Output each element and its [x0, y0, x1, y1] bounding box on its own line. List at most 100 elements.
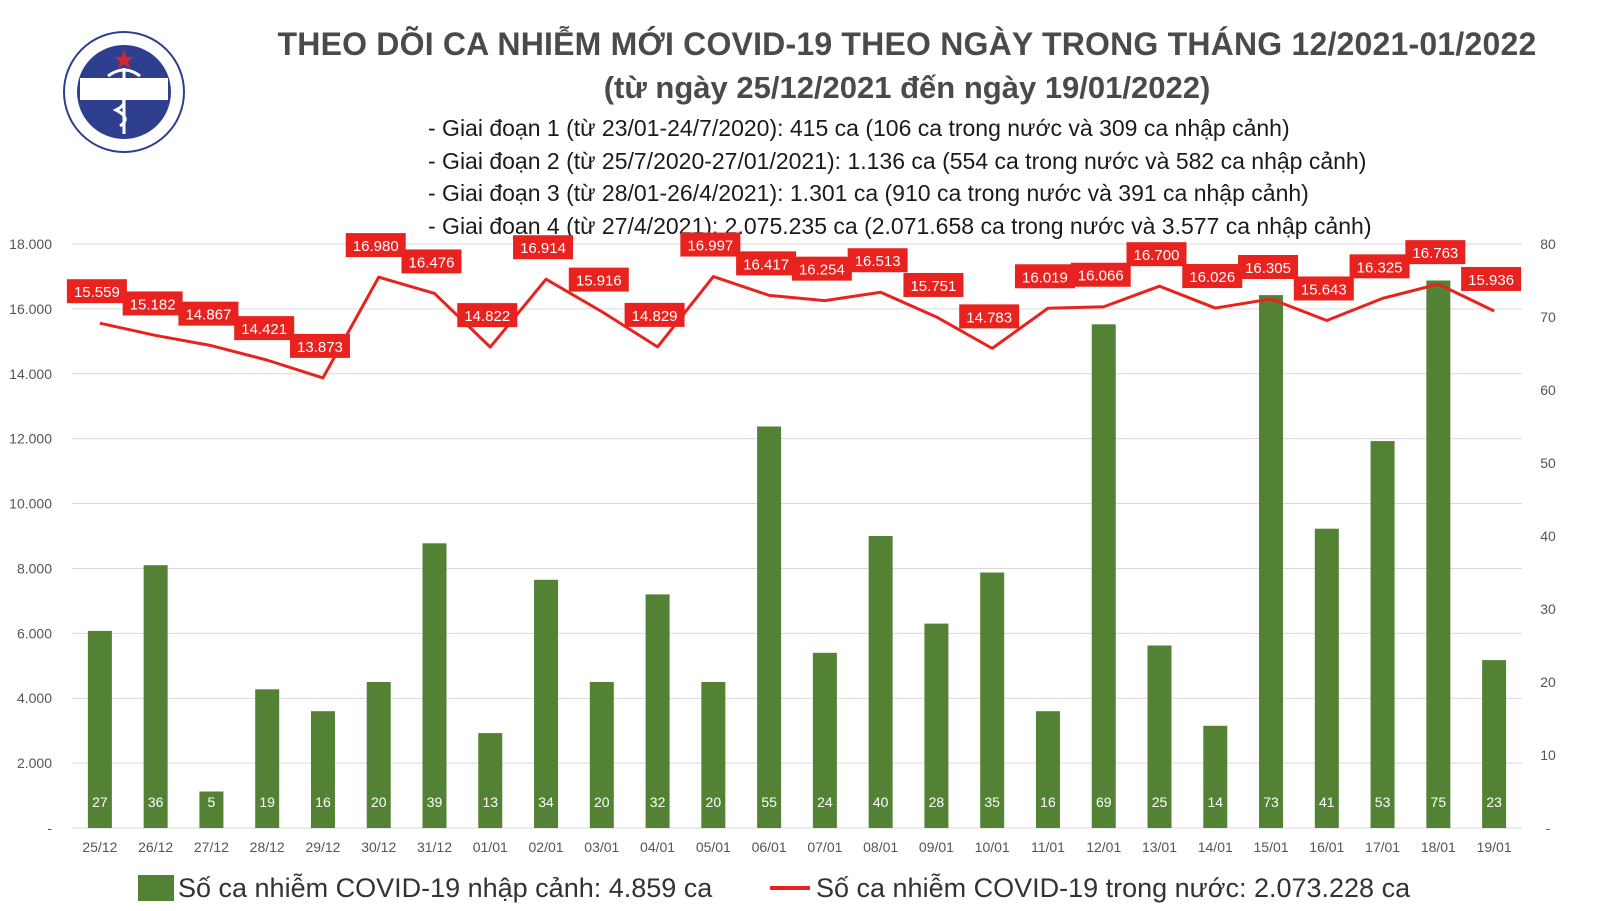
- bar-value-label: 28: [929, 794, 945, 810]
- line-label-box: [401, 249, 462, 274]
- x-tick-label: 29/12: [305, 839, 340, 855]
- line-value-label: 16.019: [1022, 269, 1068, 286]
- bar: [812, 652, 837, 828]
- y-left-tick-label: 6.000: [17, 625, 52, 641]
- bar: [143, 565, 168, 828]
- x-tick-label: 26/12: [138, 839, 173, 855]
- y-right-tick-label: 40: [1540, 528, 1556, 544]
- x-tick-label: 27/12: [194, 839, 229, 855]
- line-label-box: [66, 279, 127, 304]
- phase-note-2: - Giai đoạn 2 (từ 25/7/2020-27/01/2021):…: [428, 147, 1367, 174]
- line-value-label: 15.182: [130, 296, 176, 313]
- x-tick-label: 15/01: [1254, 839, 1289, 855]
- bar: [924, 623, 949, 828]
- bar: [199, 791, 224, 828]
- domestic-cases-line: [99, 275, 1495, 380]
- bar-value-label: 14: [1207, 794, 1223, 810]
- y-left-tick-label: 2.000: [17, 755, 52, 771]
- y-left-tick-label: 16.000: [9, 301, 52, 317]
- bar-value-label: 19: [259, 794, 275, 810]
- line-label-box: [122, 291, 183, 316]
- bar-value-label: 41: [1319, 794, 1335, 810]
- line-label-box: [1070, 262, 1131, 287]
- x-tick-label: 09/01: [919, 839, 954, 855]
- bar-value-label: 35: [984, 794, 1000, 810]
- bar-value-label: 20: [371, 794, 387, 810]
- phase-note-3: - Giai đoạn 3 (từ 28/01-26/4/2021): 1.30…: [428, 180, 1309, 206]
- line-value-label: 16.026: [1189, 269, 1235, 286]
- line-value-label: 16.325: [1357, 259, 1403, 276]
- x-tick-label: 13/01: [1142, 839, 1177, 855]
- line-value-label: 16.980: [353, 238, 399, 255]
- line-label-box: [847, 248, 908, 273]
- x-tick-label: 18/01: [1421, 839, 1456, 855]
- line-label-box: [345, 233, 406, 258]
- phase-note-4: - Giai đoạn 4 (từ 27/4/2021): 2.075.235 …: [428, 212, 1372, 239]
- line-label-box: [457, 303, 518, 328]
- bar: [1091, 324, 1116, 828]
- line-value-label: 16.305: [1245, 260, 1291, 277]
- bar: [980, 572, 1005, 828]
- line-label-box: [1126, 242, 1187, 267]
- line-label-box: [1014, 264, 1075, 289]
- x-tick-label: 02/01: [529, 839, 564, 855]
- bar: [757, 426, 782, 828]
- bar-value-label: 24: [817, 794, 833, 810]
- y-right-tick-label: 30: [1540, 601, 1556, 617]
- x-tick-label: 05/01: [696, 839, 731, 855]
- x-tick-label: 19/01: [1477, 839, 1512, 855]
- legend-imported-label: Số ca nhiễm COVID-19 nhập cảnh: 4.859 ca: [178, 872, 713, 903]
- line-value-label: 16.476: [409, 254, 455, 271]
- line-value-label: 14.867: [185, 307, 231, 324]
- line-label-box: [791, 256, 852, 281]
- y-left-tick-label: 12.000: [9, 431, 52, 447]
- line-label-box: [289, 333, 350, 358]
- y-left-tick-label: 8.000: [17, 560, 52, 576]
- line-label-box: [1461, 266, 1522, 291]
- line-value-label: 14.822: [464, 308, 510, 325]
- x-tick-label: 06/01: [752, 839, 787, 855]
- line-label-box: [959, 304, 1020, 329]
- x-tick-label: 01/01: [473, 839, 508, 855]
- line-label-box: [513, 235, 574, 260]
- bar: [422, 543, 447, 828]
- bar-value-label: 55: [761, 794, 777, 810]
- line-label-box: [1293, 276, 1354, 301]
- x-tick-label: 31/12: [417, 839, 452, 855]
- bar: [1482, 660, 1507, 828]
- bar-value-label: 13: [482, 794, 498, 810]
- bar-value-label: 34: [538, 794, 554, 810]
- y-left-tick-label: 4.000: [17, 690, 52, 706]
- x-tick-label: 04/01: [640, 839, 675, 855]
- line-value-label: 16.997: [687, 238, 733, 255]
- line-value-label: 16.914: [520, 240, 566, 257]
- bar: [478, 733, 503, 828]
- bar-value-label: 16: [1040, 794, 1056, 810]
- line-value-label: 15.916: [576, 273, 622, 290]
- line-value-label: 15.643: [1301, 281, 1347, 298]
- x-tick-label: 28/12: [250, 839, 285, 855]
- bar: [645, 594, 670, 828]
- line-label-box: [1349, 254, 1410, 279]
- bar: [1370, 441, 1395, 828]
- y-left-tick-label: -: [47, 820, 52, 836]
- legend-line-swatch: [770, 886, 810, 890]
- x-tick-label: 14/01: [1198, 839, 1233, 855]
- x-tick-label: 07/01: [807, 839, 842, 855]
- line-value-label: 15.559: [74, 284, 120, 301]
- line-label-box: [624, 302, 685, 327]
- bar-value-label: 69: [1096, 794, 1112, 810]
- legend-bar-swatch: [138, 875, 174, 901]
- x-tick-label: 08/01: [863, 839, 898, 855]
- bar-value-label: 5: [208, 794, 216, 810]
- bar: [255, 689, 280, 828]
- x-tick-label: 17/01: [1365, 839, 1400, 855]
- x-tick-label: 25/12: [82, 839, 117, 855]
- y-left-tick-label: 10.000: [9, 496, 52, 512]
- bar: [1426, 280, 1451, 828]
- y-right-tick-label: 20: [1540, 674, 1556, 690]
- legend-imported: Số ca nhiễm COVID-19 nhập cảnh: 4.859 ca: [138, 868, 712, 908]
- chart-title: THEO DÕI CA NHIỄM MỚI COVID-19 THEO NGÀY…: [277, 26, 1537, 62]
- x-tick-label: 16/01: [1309, 839, 1344, 855]
